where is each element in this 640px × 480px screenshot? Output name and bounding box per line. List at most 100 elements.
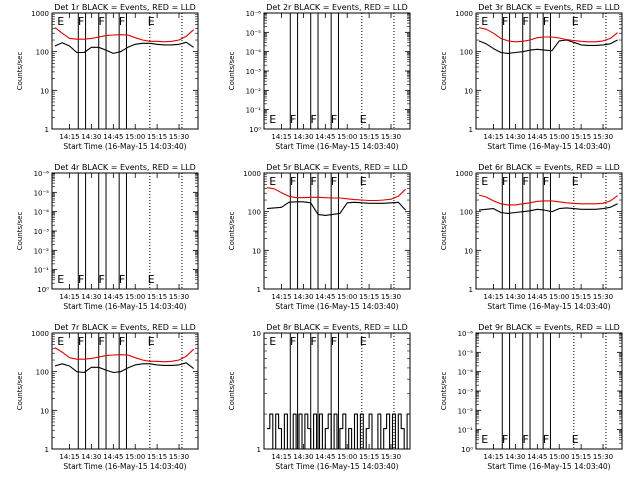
annotation-label: F — [119, 273, 125, 286]
y-tick-label: 10 — [464, 247, 473, 255]
annotation-label: F — [78, 335, 84, 348]
x-tick-label: 14:15 — [483, 133, 503, 141]
y-tick-label: 10 — [252, 247, 261, 255]
series-line-black — [54, 41, 194, 54]
y-tick-label: 10⁰ — [249, 126, 261, 134]
y-tick-label: 10⁻¹ — [246, 107, 262, 115]
y-tick-label: 1000 — [31, 330, 49, 338]
panel-1: Det 1r BLACK = Events, RED = LLD 1 10 100 10… — [16, 3, 199, 151]
x-tick-label: 15:15 — [571, 293, 591, 301]
x-tick-label: 15:15 — [359, 453, 379, 461]
y-tick-label: 10 — [40, 407, 49, 415]
y-axis-label: Counts/sec — [228, 52, 236, 91]
annotation-label: F — [522, 433, 528, 446]
annotation-label: E — [481, 15, 488, 28]
panel-5: Det 5r BLACK = Events, RED = LLD 1 10 100 10… — [228, 163, 411, 311]
annotation-label: E — [269, 175, 276, 188]
y-tick-label: 10⁻³ — [458, 388, 474, 396]
y-tick-label: 1 — [257, 286, 261, 294]
x-tick-label: 14:30 — [81, 133, 101, 141]
x-tick-label: 15:15 — [571, 453, 591, 461]
x-tick-label: 14:15 — [59, 453, 79, 461]
x-tick-label: 14:15 — [483, 293, 503, 301]
x-tick-label: 14:30 — [81, 453, 101, 461]
panel-3: Det 3r BLACK = Events, RED = LLD 1 10 100 10… — [440, 3, 623, 151]
y-tick-label: 1000 — [31, 10, 49, 18]
x-tick-label: 15:00 — [125, 293, 145, 301]
y-tick-label: 10⁻¹ — [34, 267, 50, 275]
annotation-label: F — [543, 175, 549, 188]
panel-9: Det 9r BLACK = Events, RED = LLD 10⁰ 10⁻¹ 1… — [440, 323, 623, 471]
annotation-label: F — [502, 433, 508, 446]
panel-title: Det 9r BLACK = Events, RED = LLD — [478, 323, 620, 332]
y-tick-label: 10 — [40, 87, 49, 95]
y-tick-label: 10⁻¹ — [458, 427, 474, 435]
annotation-label: F — [310, 335, 316, 348]
x-tick-label: 15:15 — [147, 133, 167, 141]
y-tick-label: 1000 — [243, 170, 261, 178]
x-tick-label: 15:30 — [169, 293, 189, 301]
y-tick-label: 10⁻⁵ — [458, 349, 474, 357]
panel-title: Det 2r BLACK = Events, RED = LLD — [266, 3, 408, 12]
x-tick-label: 14:30 — [505, 133, 525, 141]
y-tick-label: 1 — [469, 286, 473, 294]
annotation-label: E — [360, 335, 367, 348]
x-tick-label: 14:30 — [293, 293, 313, 301]
x-tick-label: 14:45 — [315, 453, 335, 461]
x-tick-label: 15:00 — [337, 453, 357, 461]
annotation-label: F — [331, 175, 337, 188]
annotation-label: F — [290, 175, 296, 188]
series-line-red — [478, 194, 618, 206]
annotation-label: E — [57, 273, 64, 286]
x-tick-label: 14:15 — [271, 453, 291, 461]
annotation-label: E — [148, 273, 155, 286]
x-tick-label: 15:00 — [125, 453, 145, 461]
x-tick-label: 15:30 — [169, 133, 189, 141]
annotation-label: E — [269, 113, 276, 126]
annotation-label: F — [290, 113, 296, 126]
x-axis-label: Start Time (16-May-15 14:03:40) — [275, 462, 398, 471]
annotation-label: E — [269, 335, 276, 348]
x-tick-label: 14:30 — [293, 133, 313, 141]
y-tick-label: 10 — [252, 330, 261, 338]
annotation-label: F — [522, 15, 528, 28]
annotation-label: F — [98, 15, 104, 28]
annotation-label: F — [78, 15, 84, 28]
series-line-black — [54, 362, 194, 374]
annotation-label: F — [543, 433, 549, 446]
x-tick-label: 15:00 — [337, 293, 357, 301]
annotation-label: E — [148, 335, 155, 348]
panel-title: Det 3r BLACK = Events, RED = LLD — [478, 3, 620, 12]
x-tick-label: 15:00 — [125, 133, 145, 141]
y-tick-label: 10⁻⁴ — [246, 49, 262, 57]
annotation-label: F — [98, 273, 104, 286]
annotation-label: E — [148, 15, 155, 28]
y-tick-label: 1 — [45, 126, 49, 134]
annotation-label: F — [119, 15, 125, 28]
x-tick-label: 15:00 — [549, 453, 569, 461]
annotation-label: F — [331, 113, 337, 126]
annotation-label: E — [57, 15, 64, 28]
y-tick-label: 1000 — [455, 170, 473, 178]
y-tick-label: 1 — [45, 446, 49, 454]
annotation-label: F — [310, 113, 316, 126]
y-axis-label: Counts/sec — [16, 52, 24, 91]
series-line-black — [266, 201, 407, 216]
annotation-label: F — [310, 175, 316, 188]
annotation-label: F — [543, 15, 549, 28]
y-tick-label: 1 — [469, 126, 473, 134]
y-tick-label: 100 — [460, 209, 473, 217]
x-axis-label: Start Time (16-May-15 14:03:40) — [487, 302, 610, 311]
y-tick-label: 100 — [36, 369, 49, 377]
annotation-label: F — [78, 273, 84, 286]
annotation-label: E — [572, 15, 579, 28]
x-axis-label: Start Time (16-May-15 14:03:40) — [63, 142, 186, 151]
y-tick-label: 100 — [248, 209, 261, 217]
annotation-label: E — [360, 175, 367, 188]
x-tick-label: 15:15 — [571, 133, 591, 141]
panel-title: Det 8r BLACK = Events, RED = LLD — [266, 323, 408, 332]
annotation-label: F — [502, 15, 508, 28]
panel-title: Det 7r BLACK = Events, RED = LLD — [54, 323, 196, 332]
x-axis-label: Start Time (16-May-15 14:03:40) — [275, 142, 398, 151]
annotation-label: F — [290, 335, 296, 348]
